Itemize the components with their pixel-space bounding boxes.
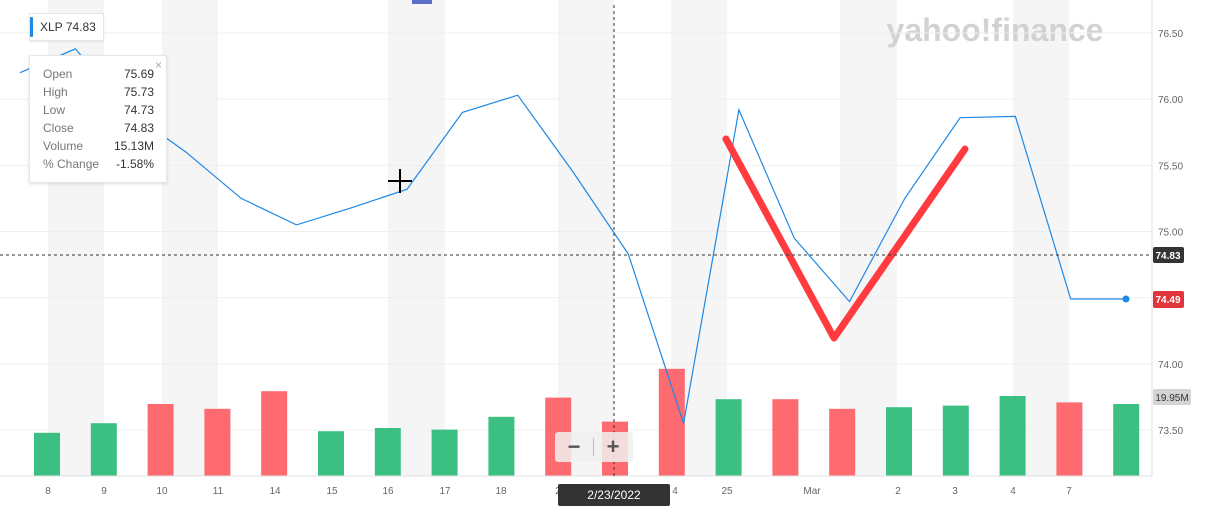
v-annotation-mark [722, 135, 969, 342]
tooltip-row-open: Open 75.69 [43, 67, 154, 81]
x-axis: 89101114151617182425Mar2347 [0, 475, 1152, 497]
x-tick-label: 10 [156, 486, 168, 497]
volume-bar [886, 407, 912, 476]
volume-bar [829, 408, 856, 476]
range-marker [412, 0, 432, 4]
x-tick-label: 17 [439, 486, 451, 497]
x-tick-label: 8 [45, 486, 51, 497]
close-icon[interactable]: × [154, 58, 162, 72]
x-tick-label: 2 [895, 486, 901, 497]
volume-bar [715, 399, 742, 476]
tooltip-row-high: High 75.73 [43, 85, 154, 99]
y-tick-label: 75.50 [1158, 161, 1183, 172]
volume-bar [772, 399, 799, 476]
volume-bar [90, 423, 117, 476]
band-3 [558, 0, 614, 476]
volume-scale-label: 19.95M [1153, 389, 1191, 405]
ticker-symbol: XLP [40, 20, 63, 34]
svg-text:19.95M: 19.95M [1155, 393, 1188, 404]
tooltip-row-change: % Change -1.58% [43, 157, 154, 171]
volume-bar [318, 431, 344, 476]
y-tick-label: 73.50 [1158, 426, 1183, 437]
y-tick-label: 75.00 [1158, 228, 1183, 239]
x-tick-label: 14 [269, 486, 281, 497]
volume-bar [999, 396, 1026, 476]
band-5 [840, 0, 897, 476]
tooltip-row-low: Low 74.73 [43, 103, 154, 117]
x-tick-label: 7 [1066, 486, 1072, 497]
x-tick-label: 4 [1010, 486, 1016, 497]
x-tick-label: 11 [213, 486, 224, 497]
volume-bar [261, 391, 288, 476]
last-price-point [1122, 295, 1130, 303]
band-2 [388, 0, 445, 476]
zoom-in-button[interactable]: + [606, 434, 620, 459]
x-tick-label: 4 [672, 486, 678, 497]
crosshair-date-label: 2/23/2022 [558, 484, 670, 506]
volume-bar [942, 405, 969, 476]
volume-bar [204, 408, 231, 476]
y-tick-label: 76.00 [1158, 95, 1183, 106]
ticker-badge[interactable]: XLP 74.83 [29, 13, 104, 41]
y-tick-label: 76.50 [1158, 29, 1183, 40]
crosshair-cursor [388, 169, 412, 193]
volume-bar [488, 416, 515, 476]
tooltip-row-close: Close 74.83 [43, 121, 154, 135]
volume-bars [34, 368, 1140, 476]
crosshair-price-label: 74.83 [1153, 247, 1184, 263]
price-gridlines [0, 32, 1152, 431]
ohlc-tooltip: × Open 75.69 High 75.73 Low 74.73 Close … [29, 55, 167, 183]
y-tick-label: 74.00 [1158, 360, 1183, 371]
volume-bar [658, 368, 685, 476]
x-tick-label: 9 [101, 486, 107, 497]
zoom-out-button[interactable]: − [567, 434, 581, 459]
x-tick-label: 16 [382, 486, 394, 497]
zoom-controls: − + [555, 432, 633, 462]
svg-text:2/23/2022: 2/23/2022 [587, 488, 641, 502]
svg-text:74.83: 74.83 [1155, 251, 1180, 262]
volume-bar [1056, 402, 1083, 476]
ticker-value: 74.83 [65, 20, 96, 34]
last-price-label: 74.49 [1153, 291, 1184, 308]
volume-bar [1113, 404, 1140, 476]
x-tick-label: 15 [326, 486, 338, 497]
tooltip-row-volume: Volume 15.13M [43, 139, 154, 153]
x-tick-label: Mar [803, 486, 821, 497]
volume-bar [147, 404, 174, 476]
x-tick-label: 3 [952, 486, 958, 497]
volume-bar [34, 432, 60, 476]
band-1 [162, 0, 218, 476]
volume-bar [374, 428, 401, 476]
x-tick-label: 18 [495, 486, 507, 497]
price-line [19, 48, 1126, 424]
svg-text:74.49: 74.49 [1155, 295, 1180, 306]
volume-bar [431, 429, 458, 476]
zoom-divider [593, 438, 594, 456]
yahoo-finance-watermark: yahoo!finance [887, 12, 1104, 48]
x-tick-label: 25 [721, 486, 733, 497]
